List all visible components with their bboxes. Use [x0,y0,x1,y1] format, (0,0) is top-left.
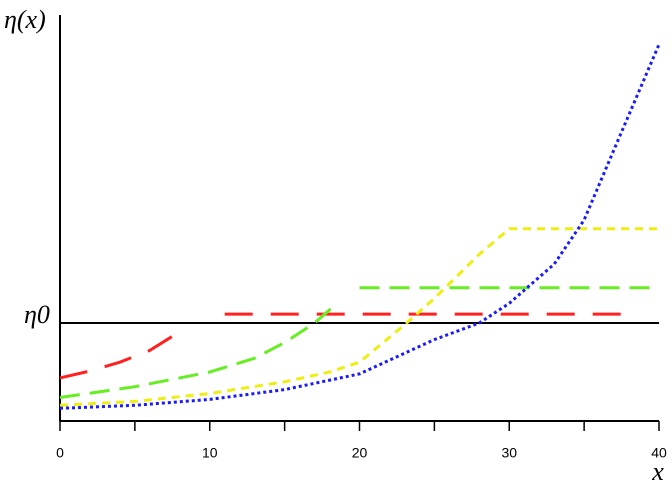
x-tick-label: 20 [352,445,368,461]
x-tick-label: 10 [202,445,218,461]
series-line [59,43,661,410]
series-line [59,312,622,380]
x-tick-label: 40 [651,445,667,461]
y-axis-label: η(x) [4,5,46,34]
series-line [59,286,659,399]
series-line [59,227,659,407]
x-tick-label: 30 [501,445,517,461]
x-axis-label: x [651,457,664,486]
reference-label: η0 [24,300,50,329]
x-tick-label: 0 [56,445,64,461]
